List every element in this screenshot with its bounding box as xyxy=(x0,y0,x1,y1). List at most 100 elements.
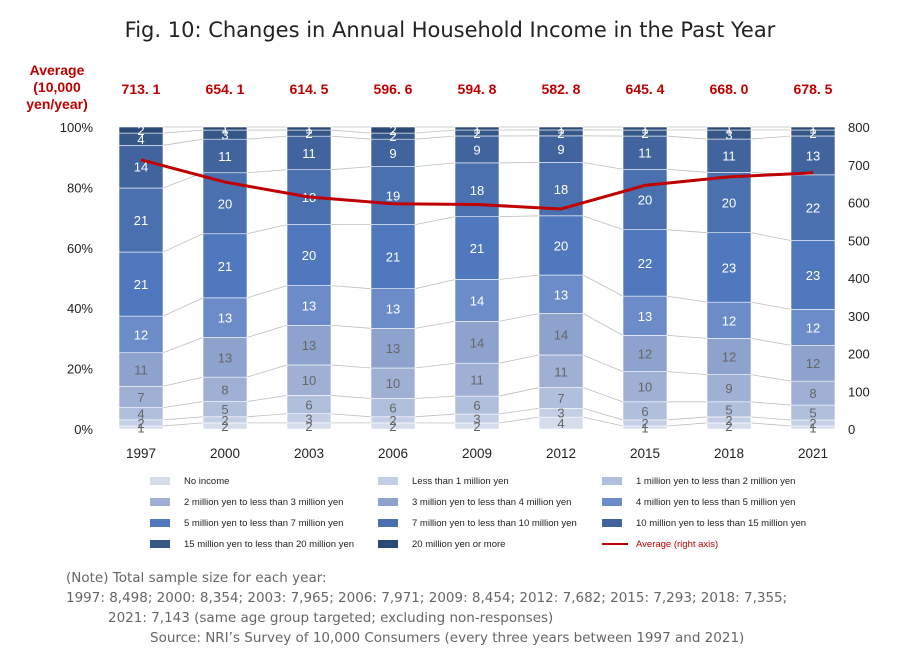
segment-value-label: 12 xyxy=(134,327,148,342)
connector-line xyxy=(162,401,204,409)
segment-value-label: 13 xyxy=(218,311,232,326)
bar-segment xyxy=(790,174,836,241)
average-value-label: 654. 1 xyxy=(206,81,245,97)
segment-value-label: 22 xyxy=(806,201,820,216)
connector-line xyxy=(582,387,624,403)
legend-label: 5 million yen to less than 7 million yen xyxy=(184,517,344,529)
bar-segment xyxy=(622,335,668,372)
bar-segment xyxy=(370,166,416,225)
segment-value-label: 6 xyxy=(473,398,480,413)
segment-value-label: 3 xyxy=(725,128,732,143)
segment-value-label: 2 xyxy=(389,419,396,434)
connector-line xyxy=(246,224,288,235)
segment-value-label: 14 xyxy=(470,293,484,308)
segment-value-label: 2 xyxy=(557,126,564,141)
connector-line xyxy=(582,215,624,231)
connector-line xyxy=(162,337,204,354)
connector-line xyxy=(498,407,540,415)
connector-line xyxy=(414,413,456,418)
segment-value-label: 11 xyxy=(638,146,652,161)
connector-line xyxy=(414,135,456,140)
connector-line xyxy=(666,422,708,427)
x-tick-label: 2000 xyxy=(210,446,240,461)
connector-line xyxy=(582,313,624,336)
legend-label: 7 million yen to less than 10 million ye… xyxy=(412,517,577,529)
bar-segment xyxy=(706,338,752,375)
segment-value-label: 21 xyxy=(470,241,484,256)
bar-segment xyxy=(706,172,752,234)
legend-item: Less than 1 million yen xyxy=(378,474,509,488)
connector-line xyxy=(750,374,792,382)
bar-segment xyxy=(790,126,836,131)
connector-line xyxy=(162,297,204,317)
segment-value-label: 4 xyxy=(137,407,144,422)
segment-value-label: 2 xyxy=(473,126,480,141)
legend-item: 20 million yen or more xyxy=(378,537,505,551)
connector-line xyxy=(666,168,708,173)
notes: (Note) Total sample size for each year: … xyxy=(66,568,886,648)
segment-value-label: 11 xyxy=(554,364,568,379)
bar-segment xyxy=(370,224,416,289)
segment-value-label: 2 xyxy=(389,129,396,144)
bar-segment xyxy=(706,301,752,339)
segment-value-label: 2 xyxy=(725,419,732,434)
connector-line xyxy=(666,135,708,140)
connector-line xyxy=(414,216,456,226)
segment-value-label: 12 xyxy=(722,350,736,365)
connector-line xyxy=(246,169,288,174)
connector-line xyxy=(246,324,288,338)
connector-line xyxy=(582,274,624,297)
connector-line xyxy=(330,324,372,329)
y-right-tick-label: 300 xyxy=(848,309,870,324)
legend-item: Average (right axis) xyxy=(602,537,718,551)
segment-value-label: 21 xyxy=(218,259,232,274)
legend-item: 5 million yen to less than 7 million yen xyxy=(150,516,343,530)
segment-value-label: 9 xyxy=(473,142,480,157)
bar-segment xyxy=(622,295,668,336)
average-value-label: 596. 6 xyxy=(374,81,413,97)
bar-segment xyxy=(202,337,248,378)
bar-segment xyxy=(286,285,332,326)
segment-value-label: 5 xyxy=(725,402,732,417)
bar-segment xyxy=(454,279,500,322)
legend-swatch xyxy=(602,519,622,527)
segment-value-label: 5 xyxy=(221,402,228,417)
bar-segment xyxy=(118,145,164,189)
segment-value-label: 2 xyxy=(809,416,816,431)
bar-segment xyxy=(454,135,500,164)
segment-value-label: 1 xyxy=(809,121,816,136)
segment-value-label: 12 xyxy=(638,347,652,362)
segment-value-label: 6 xyxy=(305,398,312,413)
segment-value-label: 11 xyxy=(134,363,148,378)
bar-segment xyxy=(370,328,416,369)
bar-segment xyxy=(790,344,836,382)
segment-value-label: 12 xyxy=(722,313,736,328)
segment-value-label: 1 xyxy=(725,122,732,137)
segment-value-label: 8 xyxy=(809,386,816,401)
segment-value-label: 20 xyxy=(302,248,316,263)
connector-line xyxy=(498,416,540,424)
connector-line xyxy=(246,364,288,378)
legend-swatch xyxy=(378,540,398,548)
bar-segment xyxy=(118,251,164,317)
segment-value-label: 2 xyxy=(137,123,144,138)
bar-segment xyxy=(454,162,500,218)
connector-line xyxy=(330,413,372,418)
bar-segment xyxy=(286,224,332,286)
connector-line xyxy=(330,135,372,140)
segment-value-label: 13 xyxy=(386,341,400,356)
legend-label: 4 million yen to less than 5 million yen xyxy=(636,496,796,508)
segment-value-label: 2 xyxy=(389,413,396,428)
bar-segment xyxy=(370,288,416,329)
bar-segment xyxy=(202,138,248,174)
y-left-tick-label: 60% xyxy=(67,241,93,256)
connector-line xyxy=(330,395,372,399)
bar-segment xyxy=(286,364,332,396)
legend-item: 2 million yen to less than 3 million yen xyxy=(150,495,343,509)
bar-segment xyxy=(370,138,416,167)
segment-value-label: 23 xyxy=(806,268,820,283)
legend-label: 3 million yen to less than 4 million yen xyxy=(412,496,572,508)
segment-value-label: 3 xyxy=(473,412,480,427)
connector-line xyxy=(750,301,792,310)
average-value-label: 582. 8 xyxy=(542,81,581,97)
